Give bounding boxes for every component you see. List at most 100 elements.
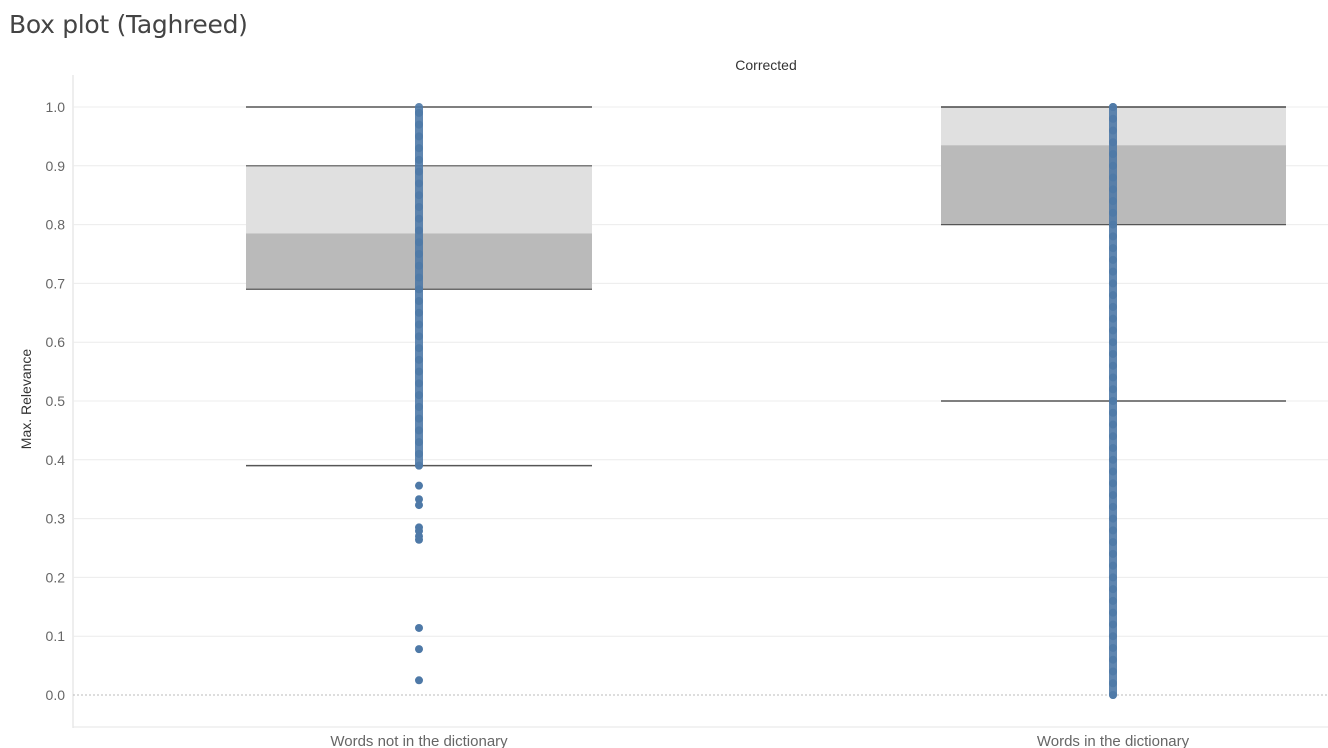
outlier-point bbox=[415, 676, 423, 685]
data-point bbox=[415, 402, 423, 411]
panel-title: Corrected bbox=[735, 57, 796, 73]
data-point bbox=[1109, 444, 1117, 453]
data-point bbox=[1109, 244, 1117, 253]
page-title: Box plot (Taghreed) bbox=[9, 10, 248, 39]
data-point bbox=[415, 155, 423, 164]
data-point bbox=[415, 167, 423, 176]
data-point bbox=[1109, 326, 1117, 335]
data-point bbox=[1109, 479, 1117, 488]
outlier-point bbox=[415, 535, 423, 544]
data-point bbox=[1109, 655, 1117, 664]
y-tick-label: 0.1 bbox=[46, 628, 66, 644]
data-point bbox=[1109, 691, 1117, 699]
y-tick-label: 0.8 bbox=[46, 217, 66, 233]
data-point bbox=[415, 344, 423, 353]
data-point bbox=[415, 332, 423, 341]
data-point bbox=[415, 379, 423, 388]
data-point bbox=[1109, 267, 1117, 276]
outlier-point bbox=[415, 623, 423, 632]
y-tick-label: 0.6 bbox=[46, 334, 66, 350]
data-point bbox=[1109, 526, 1117, 535]
data-point bbox=[1109, 573, 1117, 582]
data-point bbox=[1109, 620, 1117, 629]
y-tick-label: 0.3 bbox=[46, 511, 66, 527]
data-point bbox=[415, 132, 423, 141]
data-point bbox=[1109, 208, 1117, 217]
data-point bbox=[415, 438, 423, 447]
x-category-label: Words in the dictionary bbox=[1037, 733, 1190, 748]
data-point bbox=[1109, 632, 1117, 641]
data-point bbox=[1109, 220, 1117, 229]
data-point bbox=[1109, 197, 1117, 206]
category-labels: Words not in the dictionary Words in the … bbox=[330, 733, 1189, 748]
data-point bbox=[1109, 338, 1117, 347]
y-axis-title: Max. Relevance bbox=[18, 349, 34, 450]
y-tick-label: 1.0 bbox=[46, 99, 66, 115]
data-point bbox=[415, 426, 423, 435]
data-point bbox=[1109, 291, 1117, 300]
outlier-point bbox=[415, 481, 423, 490]
data-point bbox=[1109, 397, 1117, 405]
data-point bbox=[415, 179, 423, 188]
data-point bbox=[415, 320, 423, 329]
x-category-label: Words not in the dictionary bbox=[330, 733, 508, 748]
data-point bbox=[1109, 608, 1117, 617]
data-point bbox=[1109, 432, 1117, 441]
data-point bbox=[415, 273, 423, 282]
boxes-layer bbox=[246, 106, 1286, 467]
data-point bbox=[1109, 455, 1117, 464]
data-point bbox=[415, 285, 423, 294]
data-point bbox=[1109, 161, 1117, 170]
data-point bbox=[415, 214, 423, 223]
outlier-point bbox=[415, 645, 423, 654]
data-point bbox=[1109, 255, 1117, 264]
data-point bbox=[1109, 138, 1117, 147]
data-point bbox=[415, 308, 423, 317]
data-point bbox=[1109, 361, 1117, 370]
outlier-point bbox=[415, 501, 423, 510]
data-point bbox=[1109, 643, 1117, 652]
data-point bbox=[1109, 596, 1117, 605]
data-point bbox=[415, 226, 423, 235]
data-point bbox=[1109, 373, 1117, 382]
data-point bbox=[415, 355, 423, 364]
data-point bbox=[1109, 103, 1117, 111]
data-point bbox=[1109, 279, 1117, 288]
y-tick-label: 0.0 bbox=[46, 687, 66, 703]
data-point bbox=[1109, 538, 1117, 547]
y-tick-label: 0.2 bbox=[46, 569, 66, 585]
data-point bbox=[1109, 349, 1117, 358]
data-point bbox=[415, 367, 423, 376]
data-point bbox=[1109, 585, 1117, 594]
data-point bbox=[415, 449, 423, 458]
data-point bbox=[415, 144, 423, 153]
data-point bbox=[415, 238, 423, 247]
data-point bbox=[415, 261, 423, 270]
outlier-point bbox=[415, 495, 423, 504]
data-point bbox=[1109, 502, 1117, 511]
data-point bbox=[1109, 173, 1117, 182]
data-point bbox=[415, 202, 423, 211]
data-point bbox=[1109, 549, 1117, 558]
data-point bbox=[1109, 385, 1117, 394]
data-point bbox=[1109, 561, 1117, 570]
points-layer bbox=[415, 103, 1117, 699]
data-point bbox=[415, 297, 423, 306]
data-point bbox=[415, 414, 423, 423]
data-point bbox=[1109, 150, 1117, 159]
y-tick-labels: 0.0 0.1 0.2 0.3 0.4 0.5 0.6 0.7 0.8 0.9 1.0 bbox=[46, 99, 66, 703]
data-point bbox=[1109, 491, 1117, 500]
data-point bbox=[1109, 679, 1117, 688]
data-point bbox=[1109, 420, 1117, 429]
data-point bbox=[415, 191, 423, 200]
data-point bbox=[1109, 467, 1117, 476]
y-tick-label: 0.4 bbox=[46, 452, 66, 468]
y-tick-label: 0.9 bbox=[46, 158, 66, 174]
data-point bbox=[1109, 514, 1117, 523]
data-point bbox=[1109, 232, 1117, 241]
data-point bbox=[415, 250, 423, 258]
data-point bbox=[1109, 408, 1117, 417]
y-tick-label: 0.7 bbox=[46, 275, 66, 291]
data-point bbox=[1109, 126, 1117, 135]
